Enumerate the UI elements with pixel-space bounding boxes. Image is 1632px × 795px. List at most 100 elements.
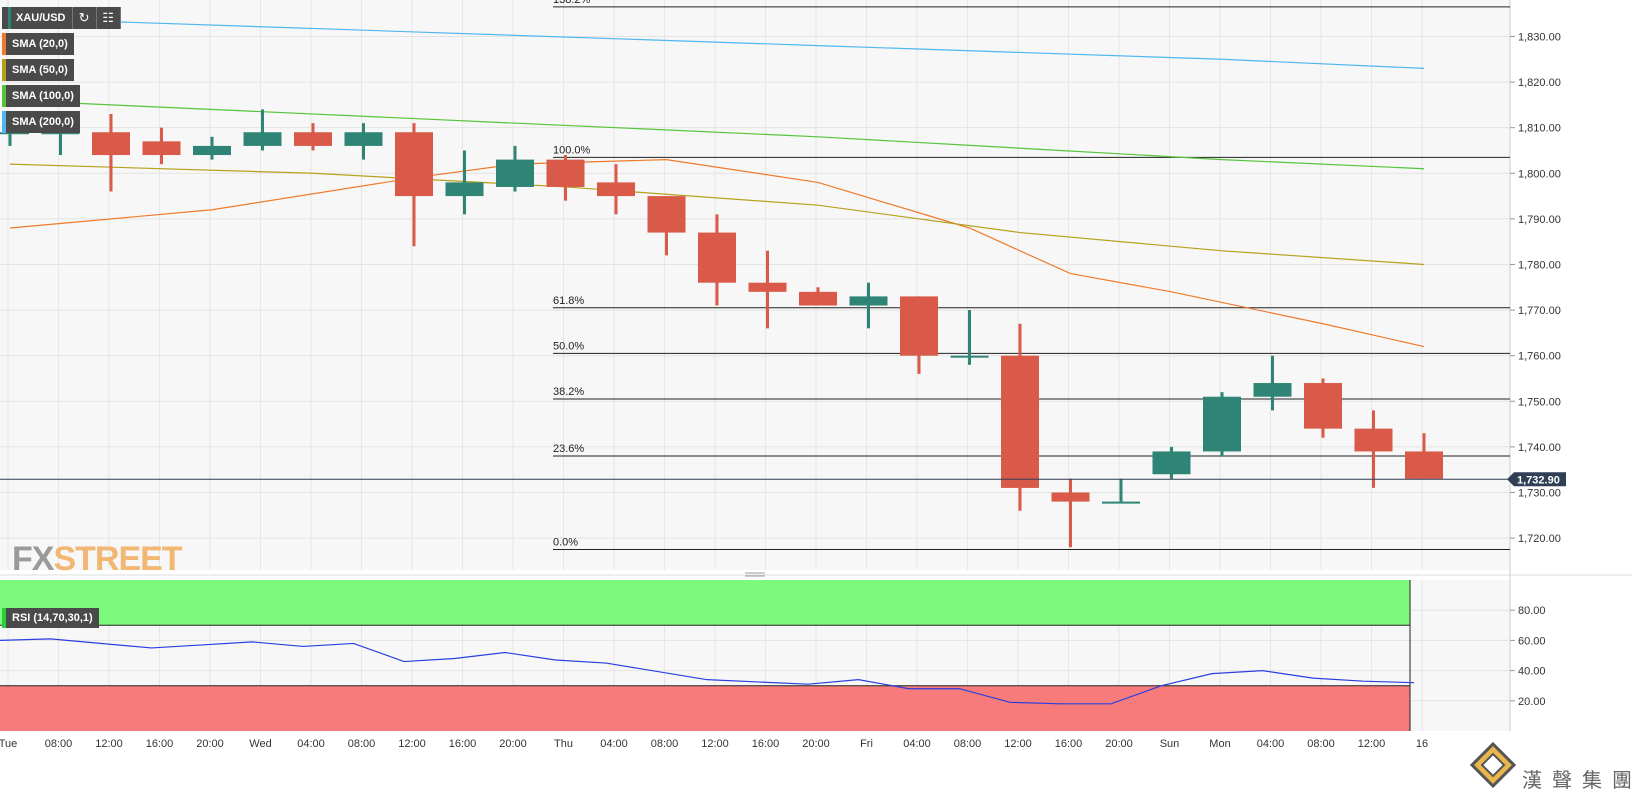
candle [849, 282, 888, 329]
x-tick-label: Wed [249, 738, 271, 750]
candle-body [748, 282, 787, 292]
candle [698, 214, 736, 306]
candle [1001, 323, 1039, 511]
rsi-text: RSI (14,70,30,1) [12, 612, 93, 624]
sma-100-swatch [2, 85, 6, 107]
sma-20-label[interactable]: SMA (20,0) [2, 33, 74, 55]
candle [1253, 355, 1292, 411]
candle-body [698, 232, 736, 283]
candle [193, 136, 231, 160]
fib-label: 100.0% [553, 144, 591, 156]
sma-200-label[interactable]: SMA (200,0) [2, 111, 80, 133]
candle-body [950, 355, 989, 358]
candle-body [1354, 428, 1393, 452]
candle [597, 164, 635, 215]
candle-body [243, 132, 282, 146]
candle [1304, 378, 1342, 438]
brand-diamond-icon [1466, 740, 1632, 795]
y-tick-label: 1,820.00 [1518, 77, 1561, 89]
x-tick-label: 20:00 [499, 738, 527, 750]
x-tick-label: 16:00 [449, 738, 477, 750]
sma-line [9, 17, 1425, 69]
candle-body [1304, 383, 1342, 429]
sma-200-text: SMA (200,0) [12, 116, 74, 128]
candle [1203, 392, 1241, 456]
candle-body [41, 132, 80, 135]
rsi-line [0, 638, 1415, 705]
y-tick-label: 1,750.00 [1518, 396, 1561, 408]
sma-200-swatch [2, 111, 6, 133]
panel-resize-handle[interactable] [745, 572, 765, 577]
candle [546, 155, 585, 201]
candle [1051, 478, 1090, 548]
current-price-label: 1,732.90 [1517, 474, 1560, 486]
sma-100-label[interactable]: SMA (100,0) [2, 85, 80, 107]
symbol-label[interactable]: XAU/USD [2, 7, 73, 29]
candle-body [496, 159, 534, 187]
candle-body [597, 182, 635, 197]
candle [344, 123, 383, 160]
fib-label: 61.8% [553, 295, 584, 307]
x-tick-label: 04:00 [297, 738, 325, 750]
candle [799, 287, 837, 306]
candle [1152, 446, 1191, 479]
x-tick-label: 08:00 [348, 738, 376, 750]
rsi-y-tick-label: 20.00 [1518, 696, 1546, 708]
sma-20-text: SMA (20,0) [12, 38, 68, 50]
x-tick-label: Fri [860, 738, 873, 750]
rsi-y-tick-label: 80.00 [1518, 605, 1546, 617]
x-tick-label: 08:00 [954, 738, 982, 750]
x-tick-label: 12:00 [95, 738, 123, 750]
sma-line [9, 163, 1425, 266]
y-tick-label: 1,740.00 [1518, 442, 1561, 454]
candle-body [1203, 396, 1241, 452]
candle-body [647, 196, 686, 233]
x-tick-label: 20:00 [802, 738, 830, 750]
sma-50-text: SMA (50,0) [12, 64, 68, 76]
brand-text: 漢聲集團 [1522, 768, 1632, 792]
x-tick-label: 20:00 [196, 738, 224, 750]
candle-body [849, 296, 888, 306]
chart-settings-icon[interactable]: ☷ [96, 7, 121, 29]
x-tick-label: 08:00 [1307, 738, 1335, 750]
candle-body [900, 296, 938, 356]
candle-body [294, 132, 332, 146]
rsi-y-tick-label: 40.00 [1518, 666, 1546, 678]
chart-toolbar: XAU/USD ↻ ☷ [2, 7, 121, 29]
candle [496, 145, 534, 192]
x-tick-label: Mon [1209, 738, 1230, 750]
symbol-text: XAU/USD [16, 12, 66, 24]
candle-body [445, 182, 484, 197]
candle-body [1253, 383, 1292, 397]
candle-body [193, 145, 231, 156]
rsi-overbought-zone [0, 580, 1410, 626]
candle [92, 114, 130, 192]
sma-line [9, 99, 1425, 170]
sma-50-label[interactable]: SMA (50,0) [2, 59, 74, 81]
candle [748, 250, 787, 329]
candle [1405, 433, 1443, 479]
candle-body [395, 132, 433, 197]
x-tick-label: 12:00 [398, 738, 426, 750]
fib-label: 138.2% [553, 0, 591, 6]
candle-body [142, 141, 181, 156]
x-tick-label: Thu [554, 738, 573, 750]
rsi-oversold-zone [0, 685, 1410, 731]
symbol-color-swatch [8, 7, 11, 29]
refresh-icon[interactable]: ↻ [72, 7, 97, 29]
candle [900, 296, 938, 374]
rsi-label[interactable]: RSI (14,70,30,1) [2, 608, 99, 628]
x-tick-label: 04:00 [903, 738, 931, 750]
candle [1354, 410, 1393, 488]
candle-body [92, 132, 130, 156]
x-tick-label: 16 [1416, 738, 1428, 750]
candle-body [1152, 451, 1191, 475]
rsi-swatch [2, 608, 6, 628]
x-tick-label: Sun [1160, 738, 1180, 750]
candle-body [1001, 355, 1039, 488]
y-tick-label: 1,790.00 [1518, 214, 1561, 226]
y-tick-label: 1,760.00 [1518, 351, 1561, 363]
candle [647, 196, 686, 256]
candle [1102, 478, 1140, 504]
